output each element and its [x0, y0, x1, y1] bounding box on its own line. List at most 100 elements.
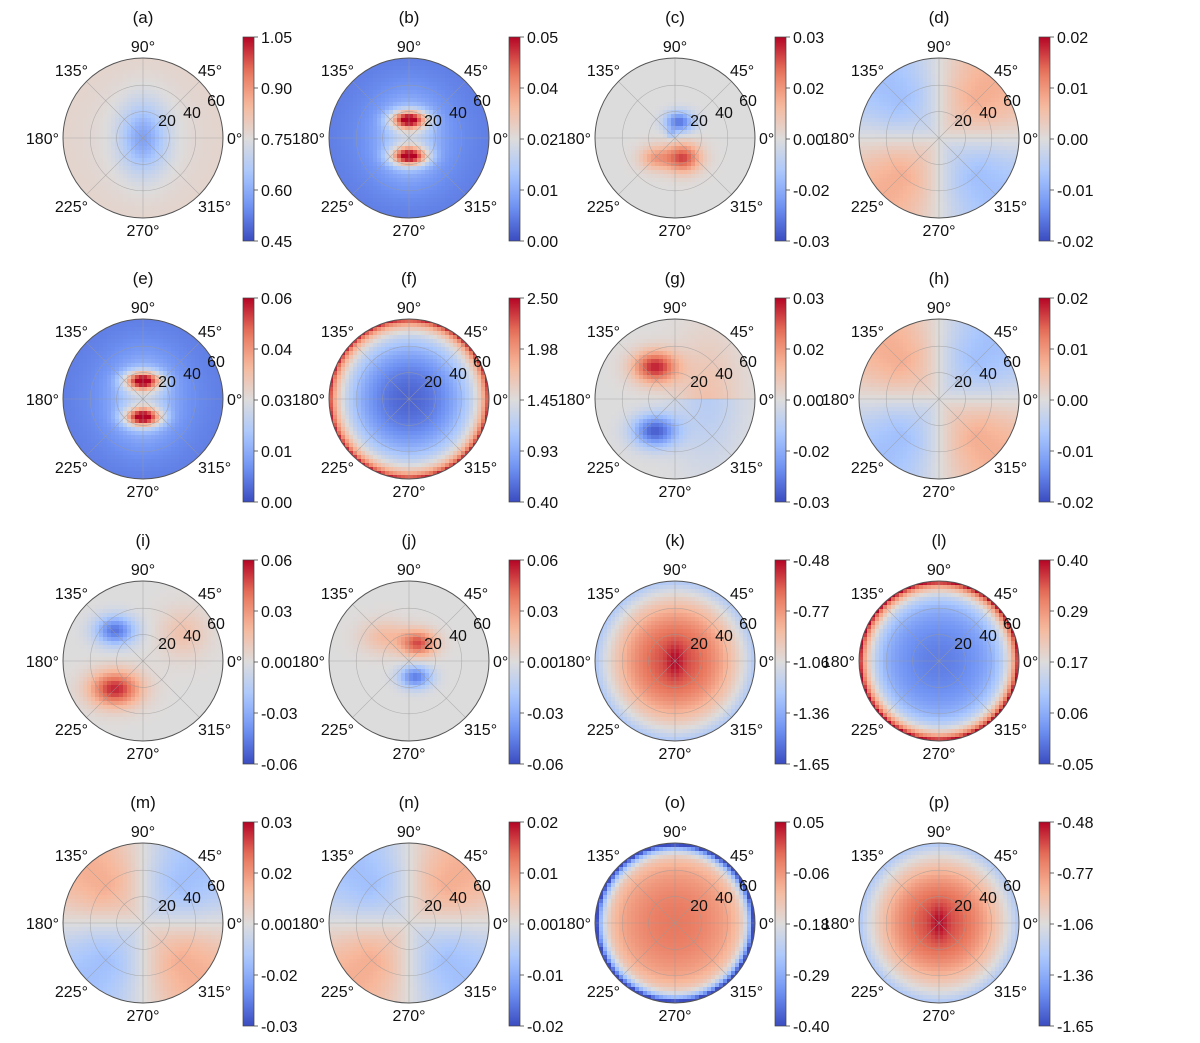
heatmap-cell	[337, 154, 342, 159]
heatmap-cell	[699, 66, 704, 71]
heatmap-cell	[699, 202, 704, 207]
heatmap-cell	[675, 158, 680, 163]
heatmap-cell	[703, 98, 708, 103]
heatmap-cell	[167, 174, 172, 179]
heatmap-cell	[743, 110, 748, 115]
heatmap-cell	[875, 150, 880, 155]
heatmap-cell	[667, 194, 672, 199]
heatmap-cell	[723, 98, 728, 103]
heatmap-cell	[91, 130, 96, 135]
heatmap-cell	[87, 182, 92, 187]
heatmap-cell	[207, 118, 212, 123]
heatmap-cell	[135, 210, 140, 215]
heatmap-cell	[151, 86, 156, 91]
heatmap-cell	[397, 90, 402, 95]
heatmap-cell	[393, 170, 398, 175]
heatmap-cell	[385, 130, 390, 135]
heatmap-cell	[175, 110, 180, 115]
heatmap-cell	[75, 98, 80, 103]
heatmap-cell	[919, 130, 924, 135]
heatmap-cell	[971, 74, 976, 79]
heatmap-cell	[393, 102, 398, 107]
heatmap-cell	[663, 214, 668, 218]
heatmap-cell	[639, 66, 644, 71]
heatmap-cell	[377, 122, 382, 127]
heatmap-cell	[139, 90, 144, 95]
heatmap-cell	[647, 70, 652, 75]
heatmap-cell	[731, 110, 736, 115]
heatmap-cell	[469, 178, 474, 183]
heatmap-cell	[71, 118, 76, 123]
heatmap-cell	[927, 78, 932, 83]
heatmap-cell	[219, 126, 223, 131]
heatmap-cell	[931, 98, 936, 103]
heatmap-cell	[111, 74, 116, 79]
heatmap-cell	[373, 118, 378, 123]
heatmap-cell	[915, 138, 920, 143]
heatmap-cell	[381, 170, 386, 175]
heatmap-cell	[147, 90, 152, 95]
heatmap-cell	[707, 138, 712, 143]
heatmap-cell	[461, 182, 466, 187]
heatmap-cell	[607, 146, 612, 151]
heatmap-cell	[899, 138, 904, 143]
heatmap-cell	[445, 74, 450, 79]
heatmap-cell	[469, 134, 474, 139]
heatmap-cell	[603, 90, 608, 95]
heatmap-cell	[377, 118, 382, 123]
heatmap-cell	[983, 78, 988, 83]
heatmap-cell	[699, 94, 704, 99]
heatmap-cell	[441, 66, 446, 71]
heatmap-cell	[975, 82, 980, 87]
heatmap-cell	[911, 146, 916, 151]
heatmap-cell	[731, 98, 736, 103]
heatmap-cell	[413, 90, 418, 95]
heatmap-cell	[369, 154, 374, 159]
heatmap-cell	[357, 150, 362, 155]
heatmap-cell	[219, 142, 223, 147]
heatmap-cell	[167, 210, 172, 215]
heatmap-cell	[163, 106, 168, 111]
heatmap-cell	[425, 206, 430, 211]
heatmap-cell	[203, 146, 208, 151]
heatmap-cell	[687, 62, 692, 67]
heatmap-cell	[337, 162, 342, 167]
colorbar-tick-label: 0.00	[793, 132, 824, 149]
heatmap-cell	[607, 134, 612, 139]
heatmap-cell	[119, 210, 124, 215]
heatmap-cell	[647, 122, 652, 127]
heatmap-cell	[151, 174, 156, 179]
heatmap-cell	[353, 86, 358, 91]
heatmap-cell	[983, 126, 988, 131]
heatmap-cell	[683, 186, 688, 191]
heatmap-cell	[341, 162, 346, 167]
heatmap-cell	[473, 102, 478, 107]
heatmap-cell	[433, 94, 438, 99]
radial-tick-label: 20	[158, 113, 176, 130]
heatmap-cell	[627, 178, 632, 183]
heatmap-cell	[751, 150, 755, 155]
heatmap-cell	[691, 202, 696, 207]
heatmap-cell	[91, 94, 96, 99]
heatmap-cell	[623, 114, 628, 119]
heatmap-cell	[135, 182, 140, 187]
heatmap-cell	[631, 114, 636, 119]
heatmap-cell	[119, 138, 124, 143]
heatmap-cell	[163, 118, 168, 123]
heatmap-cell	[353, 174, 358, 179]
heatmap-cell	[875, 142, 880, 147]
heatmap-cell	[947, 66, 952, 71]
heatmap-cell	[95, 158, 100, 163]
heatmap-cell	[927, 110, 932, 115]
heatmap-cell	[647, 82, 652, 87]
heatmap-cell	[211, 158, 216, 163]
heatmap-cell	[735, 178, 740, 183]
heatmap-cell	[385, 186, 390, 191]
heatmap-cell	[135, 86, 140, 91]
heatmap-cell	[875, 94, 880, 99]
heatmap-cell	[675, 82, 680, 87]
heatmap-cell	[91, 134, 96, 139]
heatmap-cell	[425, 130, 430, 135]
heatmap-cell	[131, 82, 136, 87]
